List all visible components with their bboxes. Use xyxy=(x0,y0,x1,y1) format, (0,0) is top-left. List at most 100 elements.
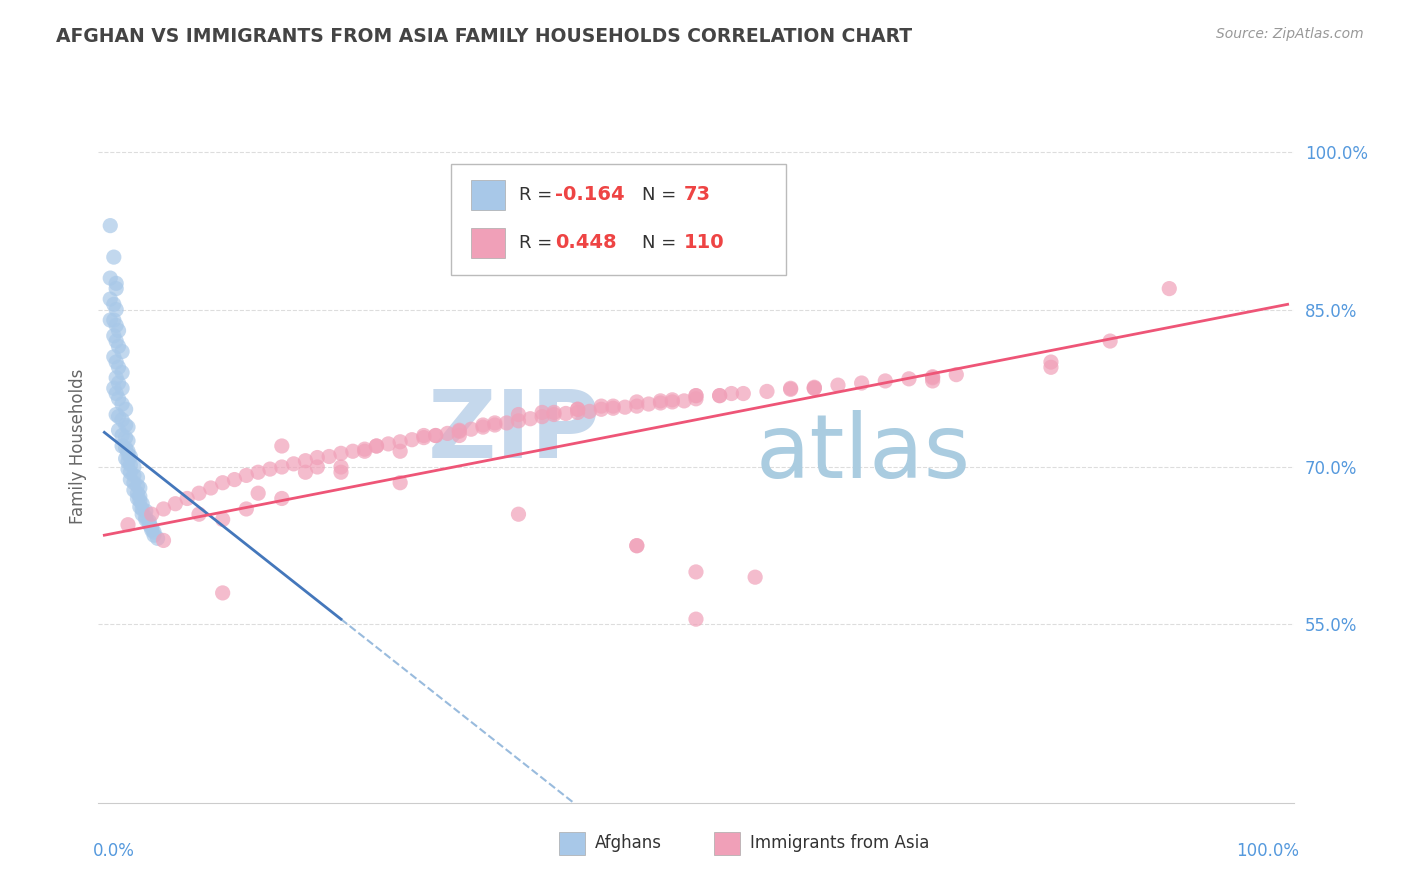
Point xyxy=(117,434,139,448)
Point xyxy=(114,431,136,445)
Point xyxy=(353,444,375,458)
Point xyxy=(103,381,125,395)
Y-axis label: Family Households: Family Households xyxy=(69,368,87,524)
Point xyxy=(105,334,128,348)
Point xyxy=(578,404,600,418)
Text: -0.164: -0.164 xyxy=(555,186,624,204)
Point xyxy=(127,479,149,493)
Point xyxy=(389,475,412,490)
Point xyxy=(105,355,128,369)
Point xyxy=(107,392,129,406)
Point xyxy=(389,434,412,449)
Point xyxy=(401,433,423,447)
Point xyxy=(135,504,157,518)
Point xyxy=(146,532,169,546)
Point xyxy=(945,368,967,382)
Point xyxy=(803,380,825,394)
Point xyxy=(519,411,541,425)
Point xyxy=(412,428,434,442)
Point xyxy=(685,612,707,626)
Point xyxy=(188,507,211,521)
Point xyxy=(270,491,292,506)
FancyBboxPatch shape xyxy=(471,227,505,258)
Point xyxy=(98,219,121,233)
Point xyxy=(425,428,447,442)
Point xyxy=(330,460,353,475)
Point xyxy=(122,483,145,497)
Point xyxy=(921,369,943,384)
Point xyxy=(543,408,565,422)
Point xyxy=(567,402,589,417)
Point xyxy=(259,462,281,476)
Point xyxy=(103,328,125,343)
Point xyxy=(685,565,707,579)
Point xyxy=(176,491,198,506)
Point xyxy=(141,507,163,521)
Point xyxy=(661,392,683,407)
Text: N =: N = xyxy=(643,186,682,203)
Point xyxy=(685,389,707,403)
Text: AFGHAN VS IMMIGRANTS FROM ASIA FAMILY HOUSEHOLDS CORRELATION CHART: AFGHAN VS IMMIGRANTS FROM ASIA FAMILY HO… xyxy=(56,27,912,45)
Point xyxy=(120,465,142,479)
Point xyxy=(377,437,399,451)
Point xyxy=(921,371,943,385)
Point xyxy=(211,512,233,526)
Point xyxy=(127,491,149,506)
Point xyxy=(366,439,388,453)
Point xyxy=(803,381,825,395)
Point xyxy=(650,396,672,410)
Point xyxy=(484,416,506,430)
Point xyxy=(211,586,233,600)
Point xyxy=(733,386,755,401)
Point xyxy=(626,399,648,413)
Point xyxy=(107,339,129,353)
Point xyxy=(1099,334,1122,348)
Point xyxy=(602,399,624,413)
Point xyxy=(105,318,128,333)
Point xyxy=(211,475,233,490)
Point xyxy=(330,465,353,479)
Point xyxy=(307,450,329,465)
Point xyxy=(875,374,897,388)
Point xyxy=(554,407,576,421)
Point xyxy=(1159,282,1181,296)
Point xyxy=(247,465,270,479)
Point xyxy=(851,376,873,390)
Point xyxy=(779,381,801,395)
Point xyxy=(755,384,778,399)
Point xyxy=(720,386,742,401)
Point xyxy=(105,371,128,385)
Point xyxy=(460,422,482,436)
Point xyxy=(412,431,434,445)
Point xyxy=(114,402,136,417)
Point xyxy=(270,460,292,475)
Point xyxy=(117,462,139,476)
Point xyxy=(779,382,801,396)
Point xyxy=(111,439,134,453)
Point xyxy=(103,350,125,364)
Point xyxy=(449,425,471,439)
Point xyxy=(283,457,305,471)
Point xyxy=(188,486,211,500)
Text: 110: 110 xyxy=(685,233,724,252)
Point xyxy=(135,510,157,524)
Point xyxy=(111,381,134,395)
Point xyxy=(342,444,364,458)
Text: Source: ZipAtlas.com: Source: ZipAtlas.com xyxy=(1216,27,1364,41)
Point xyxy=(591,399,613,413)
Point xyxy=(567,405,589,419)
Point xyxy=(330,446,353,460)
Text: N =: N = xyxy=(643,234,682,252)
Point xyxy=(637,397,659,411)
Point xyxy=(128,493,150,508)
Point xyxy=(897,372,920,386)
Point xyxy=(602,401,624,416)
Point xyxy=(224,473,246,487)
Point xyxy=(449,423,471,437)
Point xyxy=(107,409,129,424)
Point xyxy=(127,470,149,484)
Point xyxy=(98,313,121,327)
Point xyxy=(111,344,134,359)
Point xyxy=(165,497,187,511)
Point xyxy=(107,423,129,437)
